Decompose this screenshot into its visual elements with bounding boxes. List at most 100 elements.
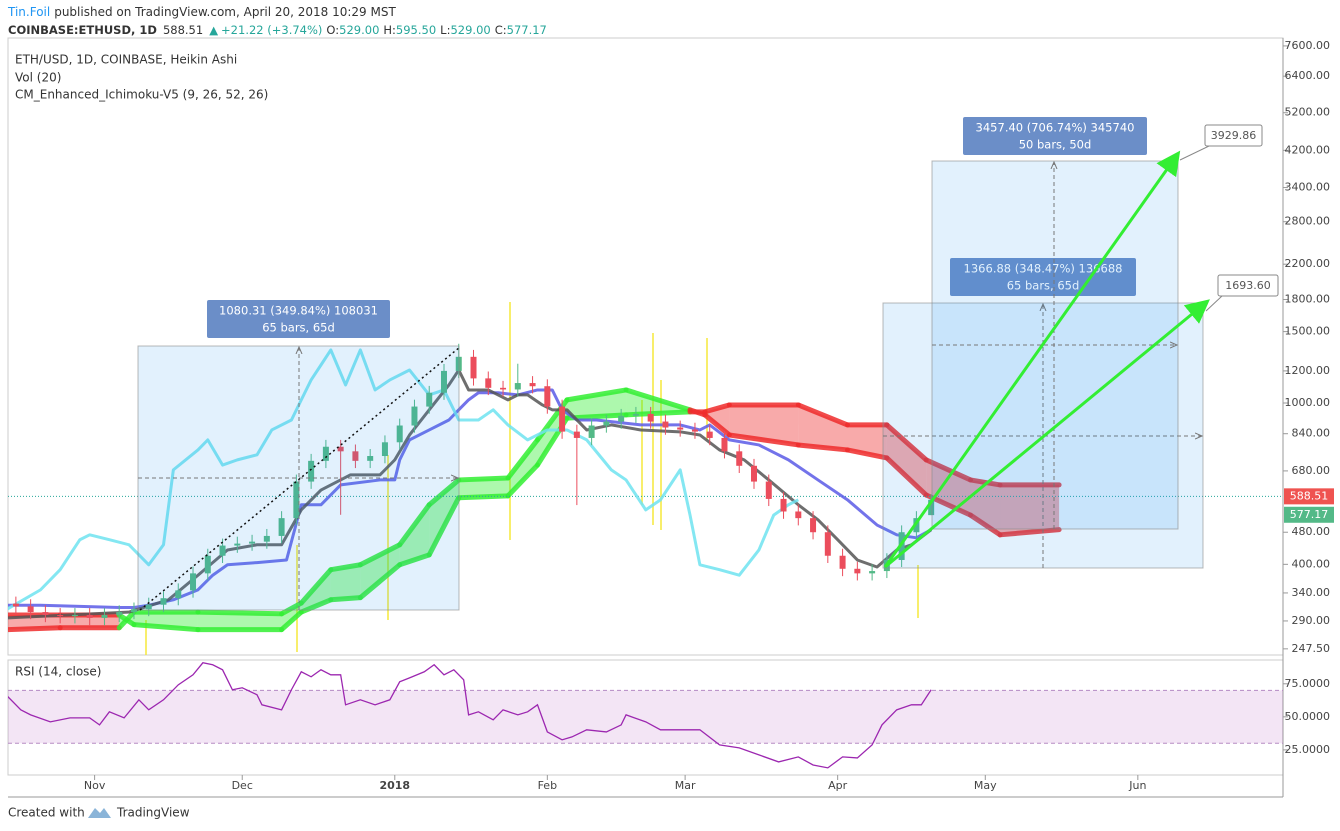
cloud-fill [197,612,282,630]
x-tick-label: Nov [84,779,106,792]
y-tick-label: 1500.00 [1285,325,1331,338]
cloud-fill [330,564,361,600]
callout-label: 1693.60 [1225,279,1271,292]
x-tick-label: 2018 [379,779,410,792]
candle-body [86,614,93,618]
y-tick-label: 680.00 [1292,464,1331,477]
range-sublabel: 50 bars, 50d [1019,138,1092,152]
cloud-edge [195,609,285,617]
candle-body [219,545,226,556]
range-label: 3457.40 (706.74%) 345740 [976,121,1135,135]
cloud-fill [360,544,400,598]
candle-body [647,413,654,422]
candle-body [71,614,78,617]
candle-body [426,392,433,407]
candle-body [411,406,418,426]
ohlc-label: H: [383,23,396,37]
y-tick-label: 3400.00 [1285,181,1331,194]
candle-body [588,425,595,438]
rsi-plot [8,662,1283,769]
callout-box [1204,124,1263,147]
drawings: 1080.31 (349.84%) 108031 65 bars, 65d 1366… [137,117,1279,611]
candle-body [352,451,359,461]
cloud-fill [507,439,538,496]
footer-text: Created with [8,806,85,820]
close-price-label: 577.17 [1290,508,1329,521]
projection-arrow [883,150,1181,568]
y-tick-label: 2800.00 [1285,215,1331,228]
cloud-edge [131,622,201,633]
candle-body [293,481,300,519]
cloud-edge [505,462,540,499]
candle-body [559,406,566,432]
cloud-fill [567,389,627,419]
candle-body [322,446,329,461]
cloud-edge [968,477,1003,488]
candle-body [130,609,137,613]
y-tick-label: 50.0000 [1285,710,1331,723]
y-tick-label: 5200.00 [1285,106,1331,119]
candle-body [795,511,802,519]
x-tick-label: Feb [538,779,557,792]
ohlc-value: 529.00 [450,23,490,37]
candle-body [234,543,241,546]
cloud-edge [505,437,540,481]
range-label-box [963,117,1147,155]
y-tick-label: 480.00 [1292,525,1331,538]
ohlc-value: 529.00 [339,23,379,37]
candle-body [12,603,19,607]
cloud-edge [426,477,462,508]
y-tick-label: 6400.00 [1285,69,1331,82]
cloud-edge [357,562,403,601]
candle-body [514,383,521,390]
ohlc-label: C: [495,23,507,37]
candle-body [618,415,625,422]
candle-body [27,606,34,613]
x-tick-label: Apr [828,779,848,792]
candle-body [116,612,123,615]
cloud-edge [279,600,304,617]
chart-title: ETH/USD, 1D, COINBASE, Heikin Ashi [15,53,237,67]
y-tick-label: 7600.00 [1285,39,1331,52]
symbol: COINBASE:ETHUSD, 1D [8,23,157,37]
cloud-fill [926,459,971,516]
cloud-edge [564,387,629,403]
footer-brand[interactable]: TradingView [116,806,190,820]
rsi-line [8,662,932,769]
x-tick-label: Jun [1128,779,1146,792]
cloud-edge [997,527,1062,538]
header: Tin.Foil published on TradingView.com, Ap… [7,5,396,19]
y-tick-label: 25.0000 [1285,743,1331,756]
candle-body [190,573,197,591]
candle-body [381,442,388,457]
candle-body [869,571,876,574]
up-arrow: ▲ [209,23,218,37]
cloud-edge [845,447,890,461]
y-tick-label: 400.00 [1292,557,1331,570]
candle-body [204,555,211,574]
candle-body [57,614,64,617]
rsi-pane [7,659,1284,776]
cloud-fill [1000,484,1060,535]
x-tick-label: May [974,779,997,792]
cloud-edge [884,422,929,463]
cloud-edge [968,512,1003,538]
quote: COINBASE:ETHUSD, 1D 588.51 ▲ +21.22 (+3.74%… [8,23,547,37]
range-label: 1366.88 (348.47%) 136688 [964,262,1123,276]
candle-body [736,451,743,466]
candle-body [544,386,551,407]
cloud-edge [328,562,363,573]
author[interactable]: Tin.Foil [7,5,50,19]
candle-body [337,446,344,452]
cloud-edge [397,552,432,568]
y-tick-label: 1200.00 [1285,364,1331,377]
ohlc-value: 595.50 [396,23,436,37]
close-price-box [1284,506,1334,523]
callout-label: 3929.86 [1211,129,1257,142]
cloud-edge [795,402,851,428]
candle-body [677,427,684,430]
candle-body [160,598,167,605]
cloud-fill [970,479,1001,535]
cloud-edge [923,457,974,483]
